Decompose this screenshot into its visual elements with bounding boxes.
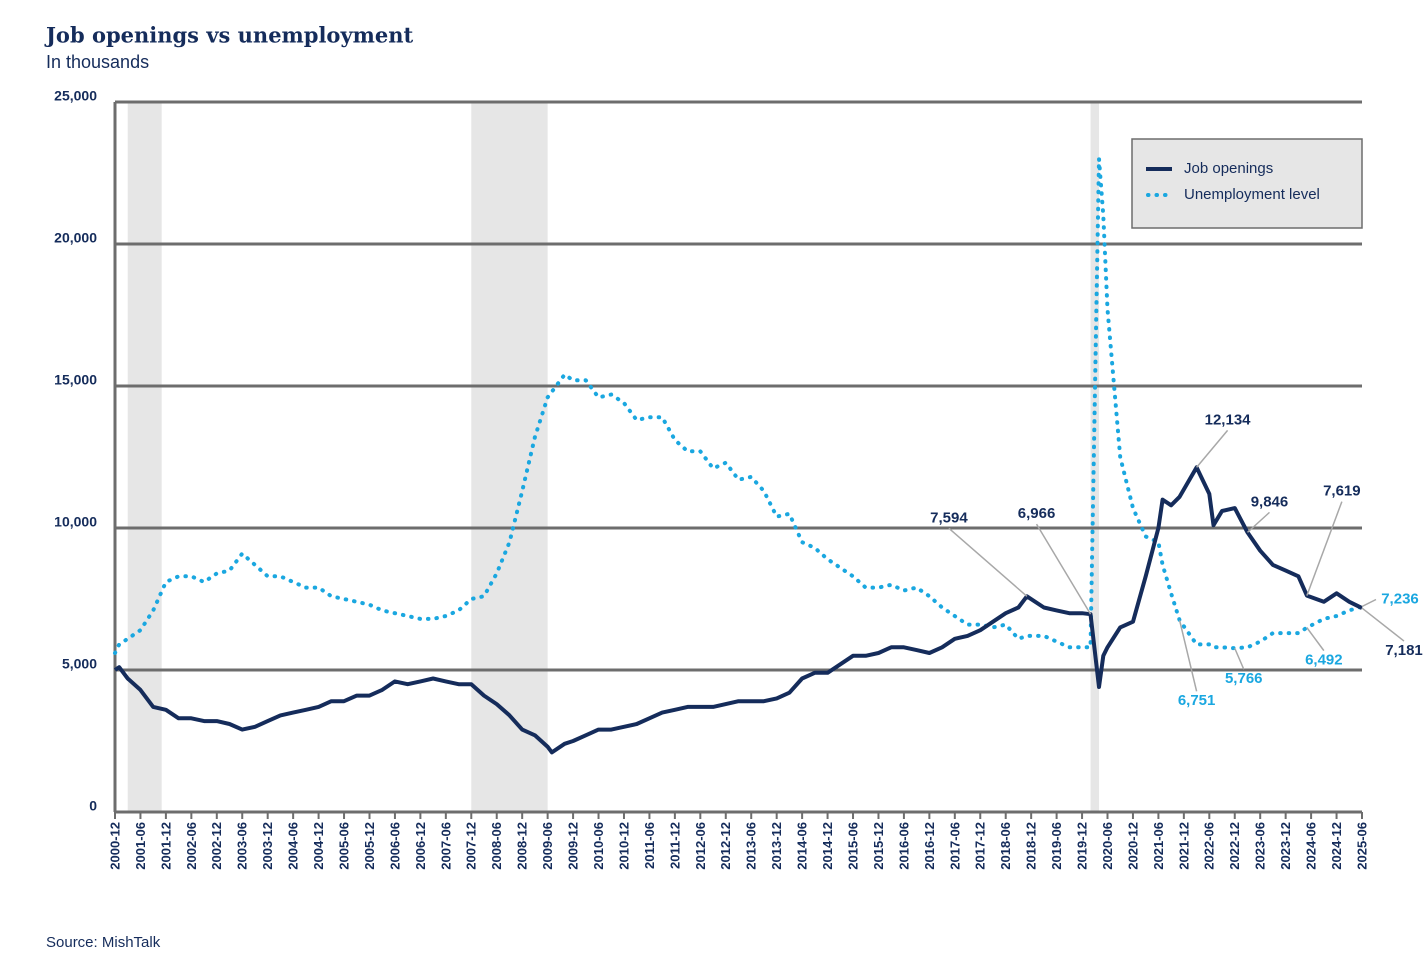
data-label: 6,751 — [1178, 692, 1216, 709]
legend: Job openings Unemployment level — [1131, 138, 1363, 229]
data-label: 12,134 — [1205, 411, 1252, 428]
x-tick-label: 2006-06 — [387, 822, 402, 870]
x-tick-label: 2013-12 — [769, 822, 784, 870]
x-tick-label: 2006-12 — [413, 822, 428, 870]
source: Source: MishTalk — [46, 934, 161, 951]
labels-layer: 7,594 6,966 12,134 9,846 7,619 7,181 6,751 5,76… — [930, 411, 1423, 709]
x-tick-label: 2011-06 — [642, 822, 657, 869]
x-tick-label: 2002-06 — [184, 822, 199, 870]
x-tick-label: 2011-12 — [667, 822, 682, 869]
y-tick-label: 0 — [89, 798, 97, 814]
x-tick-label: 2018-06 — [998, 822, 1013, 870]
recession-band — [127, 102, 162, 812]
x-tick-label: 2005-12 — [362, 822, 377, 870]
x-tick-label: 2016-06 — [896, 822, 911, 870]
x-tick-label: 2013-06 — [744, 822, 759, 870]
x-tick-label: 2003-06 — [235, 822, 250, 870]
data-label: 9,846 — [1251, 493, 1289, 510]
x-tick-label: 2008-06 — [489, 822, 504, 870]
x-tick-label: 2005-06 — [336, 822, 351, 870]
x-tick-label: 2012-12 — [718, 822, 733, 870]
x-tick-label: 2004-06 — [286, 822, 301, 870]
label-leader — [1361, 607, 1405, 642]
y-tick-label: 20,000 — [54, 230, 97, 246]
label-leader — [1234, 647, 1245, 670]
x-tick-label: 2019-12 — [1074, 822, 1089, 870]
x-tick-label: 2003-12 — [260, 822, 275, 870]
x-tick-label: 2015-06 — [845, 822, 860, 870]
grid-layer: 0 5,000 10,000 15,000 20,000 25,000 2000-12 200… — [54, 88, 1369, 870]
data-label: 6,966 — [1018, 505, 1056, 522]
x-tick-label: 2004-12 — [311, 822, 326, 870]
data-label: 7,619 — [1323, 483, 1361, 500]
label-leader — [1196, 429, 1229, 468]
y-tick-label: 5,000 — [62, 656, 97, 672]
x-tick-label: 2021-12 — [1176, 822, 1191, 870]
x-tick-label: 2020-12 — [1125, 822, 1140, 870]
data-label: 7,181 — [1385, 642, 1423, 659]
data-label: 6,492 — [1305, 652, 1343, 669]
label-leader — [1246, 511, 1270, 533]
data-label: 7,594 — [930, 509, 968, 526]
x-tick-label: 2023-12 — [1278, 822, 1293, 870]
series-line — [113, 465, 1363, 755]
x-tick-label: 2009-06 — [540, 822, 555, 870]
legend-label: Unemployment level — [1184, 186, 1320, 203]
chart-subtitle: In thousands — [46, 52, 149, 72]
x-tick-label: 2010-06 — [591, 822, 606, 870]
lines-layer — [113, 156, 1364, 755]
legend-label: Job openings — [1184, 160, 1273, 177]
x-tick-label: 2007-12 — [464, 822, 479, 870]
chart-title: Job openings vs unemployment — [44, 23, 413, 48]
label-leader — [1306, 501, 1343, 596]
x-tick-label: 2023-06 — [1253, 822, 1268, 870]
series-line — [113, 156, 1364, 655]
label-leader — [1306, 627, 1325, 652]
y-tick-label: 15,000 — [54, 372, 97, 388]
y-tick-label: 10,000 — [54, 514, 97, 530]
x-tick-label: 2010-12 — [616, 822, 631, 870]
x-tick-label: 2024-06 — [1304, 822, 1319, 870]
x-tick-label: 2001-06 — [133, 822, 148, 870]
y-tick-label: 25,000 — [54, 88, 97, 104]
x-tick-label: 2015-12 — [871, 822, 886, 870]
x-tick-label: 2014-12 — [820, 822, 835, 870]
x-tick-label: 2022-12 — [1227, 822, 1242, 870]
x-tick-label: 2018-12 — [1024, 822, 1039, 870]
x-tick-label: 2017-06 — [947, 822, 962, 870]
x-tick-label: 2021-06 — [1151, 822, 1166, 870]
x-tick-label: 2012-06 — [693, 822, 708, 870]
x-tick-label: 2016-12 — [922, 822, 937, 870]
x-tick-label: 2020-06 — [1100, 822, 1115, 870]
label-leader — [1361, 598, 1377, 608]
label-leader — [1035, 523, 1092, 615]
data-label: 5,766 — [1225, 670, 1263, 687]
x-tick-label: 2000-12 — [107, 822, 122, 870]
x-tick-label: 2002-12 — [209, 822, 224, 870]
x-tick-label: 2014-06 — [795, 822, 810, 870]
legend-box — [1131, 138, 1363, 229]
x-tick-label: 2007-06 — [438, 822, 453, 870]
x-tick-label: 2022-06 — [1202, 822, 1217, 870]
x-tick-label: 2001-12 — [158, 822, 173, 870]
x-tick-label: 2019-06 — [1049, 822, 1064, 870]
data-label: 7,236 — [1381, 590, 1419, 607]
x-tick-label: 2024-12 — [1329, 822, 1344, 870]
x-tick-label: 2025-06 — [1354, 822, 1369, 870]
recession-band — [471, 102, 548, 812]
x-tick-label: 2008-12 — [515, 822, 530, 870]
shading-layer — [127, 102, 1100, 812]
x-tick-label: 2009-12 — [566, 822, 581, 870]
x-tick-label: 2017-12 — [973, 822, 988, 870]
label-leader — [1178, 620, 1198, 692]
label-leader — [948, 527, 1028, 597]
